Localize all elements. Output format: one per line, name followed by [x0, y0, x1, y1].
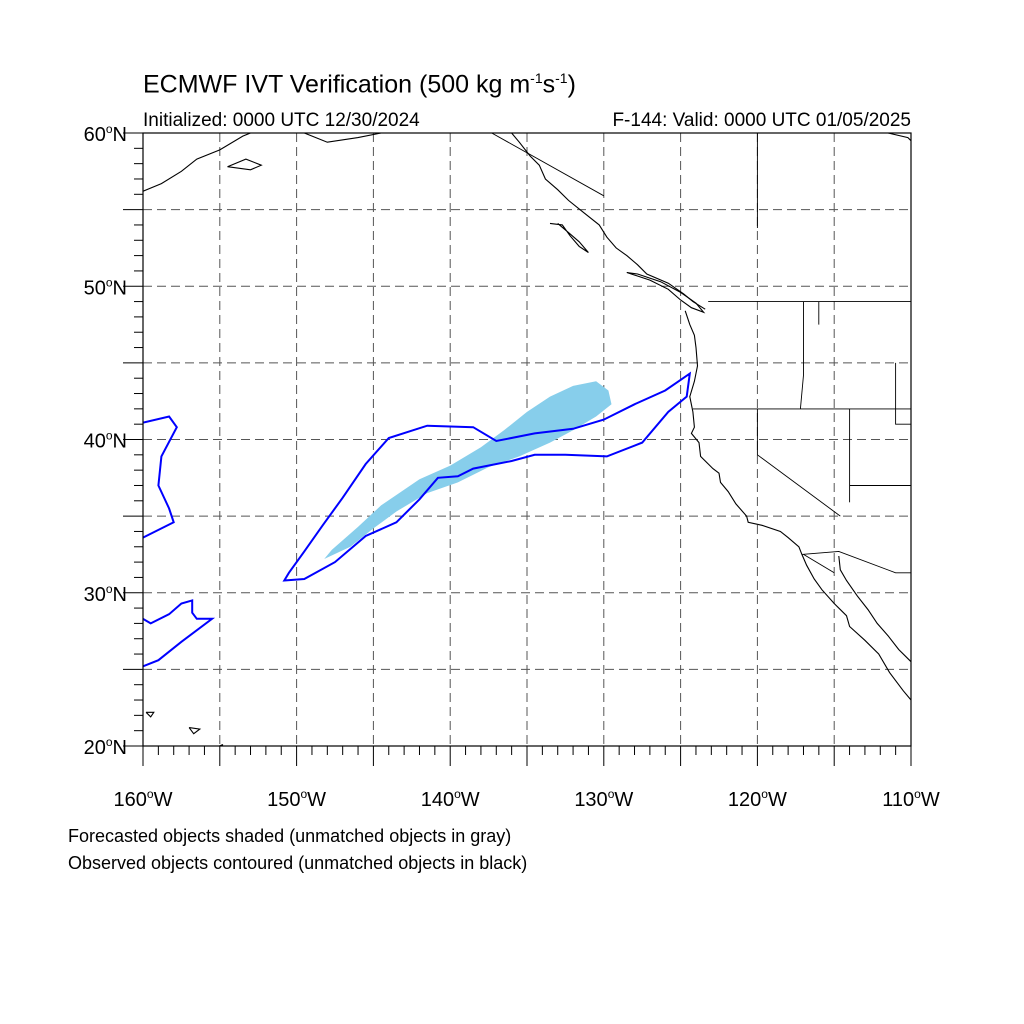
- coastlines: [143, 133, 911, 746]
- border-line: [756, 408, 841, 517]
- lat-label: 60oN: [84, 122, 127, 146]
- initialized-label: Initialized: 0000 UTC 12/30/2024: [143, 110, 420, 131]
- lat-label: 40oN: [84, 429, 127, 453]
- coastline: [838, 555, 911, 663]
- border-line: [895, 362, 911, 425]
- coastline: [227, 158, 263, 171]
- lon-label: 140oW: [421, 787, 480, 811]
- political-borders: [491, 133, 911, 574]
- title-exponent-2: -1: [555, 70, 568, 86]
- lat-label: 50oN: [84, 275, 127, 299]
- lon-label: 120oW: [728, 787, 787, 811]
- axis-ticks: [123, 132, 912, 766]
- observed-legend-note: Observed objects contoured (unmatched ob…: [68, 853, 528, 873]
- lat-label: 30oN: [84, 582, 127, 606]
- coastline: [684, 310, 911, 701]
- title-s: s: [542, 70, 556, 99]
- observed-contour-west-upper: [143, 415, 178, 539]
- coastline: [188, 727, 202, 735]
- coastline: [145, 711, 155, 718]
- valid-time-label: F-144: Valid: 0000 UTC 01/05/2025: [612, 110, 911, 131]
- observed-contour-west-lower: [143, 599, 216, 668]
- coastline: [304, 133, 382, 143]
- observed-object-contour: [282, 371, 692, 582]
- forecast-objects: [324, 381, 612, 559]
- title-close: ): [567, 70, 576, 99]
- lat-label: 20oN: [84, 735, 127, 759]
- coastline: [143, 133, 251, 192]
- latitude-labels: 60oN 50oN 40oN 30oN 20oN: [84, 122, 127, 759]
- observed-objects: [143, 371, 692, 668]
- coastline: [511, 133, 706, 310]
- coastline: [626, 271, 706, 314]
- coastline: [887, 133, 911, 142]
- longitude-labels: 160oW 150oW 140oW 130oW 120oW 110oW: [114, 787, 940, 811]
- lon-label: 160oW: [114, 787, 173, 811]
- border-line: [803, 554, 835, 574]
- border-line: [799, 301, 804, 409]
- lon-label: 110oW: [882, 787, 940, 811]
- title-exponent-1: -1: [530, 70, 543, 86]
- lon-label: 150oW: [267, 787, 326, 811]
- coastline: [549, 222, 589, 253]
- forecast-object: [324, 381, 612, 559]
- forecast-legend-note: Forecasted objects shaded (unmatched obj…: [68, 826, 512, 846]
- border-line: [491, 133, 605, 197]
- border-line: [801, 550, 911, 574]
- map-title: ECMWF IVT Verification (500 kg m-1s-1): [143, 70, 576, 99]
- plot-frame: [142, 132, 912, 747]
- title-text: ECMWF IVT Verification (500 kg m: [143, 70, 531, 99]
- lon-label: 130oW: [574, 787, 633, 811]
